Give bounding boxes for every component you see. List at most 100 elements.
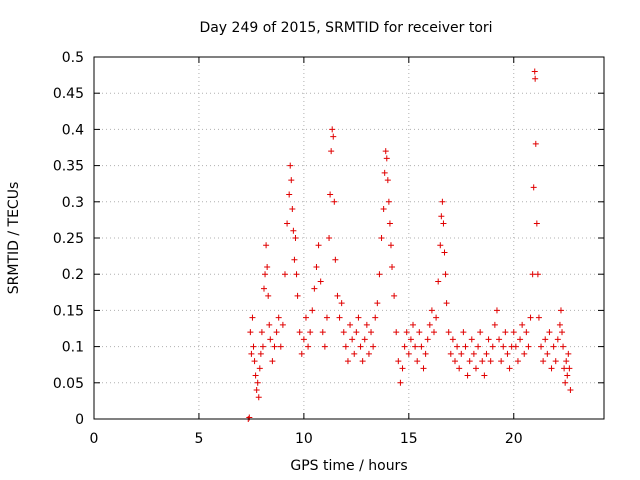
data-point — [493, 307, 500, 314]
data-point — [311, 285, 318, 292]
axis-ticks: 0 0.05 0.1 0.15 0.2 0.25 0.3 0.35 0.4 0.45 0.5 0 5 10… — [53, 50, 604, 447]
data-point — [462, 343, 469, 350]
data-point — [534, 271, 541, 278]
data-point — [256, 365, 263, 372]
data-point — [307, 329, 314, 336]
data-point — [567, 387, 574, 394]
data-point — [365, 350, 372, 357]
data-point — [566, 365, 573, 372]
data-point — [491, 321, 498, 328]
data-point — [326, 235, 333, 241]
data-point — [332, 256, 339, 263]
data-point — [563, 358, 570, 365]
data-point — [329, 126, 336, 133]
data-point — [338, 300, 345, 307]
data-point — [279, 321, 286, 328]
grid-lines — [94, 57, 604, 419]
data-point — [440, 220, 447, 227]
data-point — [296, 329, 303, 336]
data-point — [514, 358, 521, 365]
data-point — [525, 343, 532, 350]
data-point — [517, 336, 524, 343]
data-point — [438, 213, 445, 220]
x-tick-label: 5 — [194, 431, 203, 447]
data-point — [251, 358, 258, 365]
data-point — [454, 343, 461, 350]
data-point — [323, 314, 330, 321]
data-point — [319, 329, 326, 336]
data-point — [512, 343, 519, 350]
data-point — [458, 350, 465, 357]
data-point — [331, 198, 338, 205]
data-point — [344, 358, 351, 365]
data-point — [556, 321, 563, 328]
data-point — [248, 350, 255, 357]
data-point — [380, 206, 387, 213]
data-point — [435, 278, 442, 285]
data-point — [542, 336, 549, 343]
data-point — [428, 307, 435, 314]
data-point — [254, 379, 261, 386]
data-point — [466, 358, 473, 365]
data-point — [353, 329, 360, 336]
data-point — [263, 242, 270, 249]
data-point — [275, 314, 282, 321]
y-axis-label: SRMTID / TECUs — [6, 182, 22, 295]
data-point — [533, 220, 540, 227]
data-point — [382, 148, 389, 155]
data-point — [530, 184, 537, 191]
data-point — [472, 365, 479, 372]
data-point — [376, 271, 383, 278]
data-point — [383, 155, 390, 162]
data-point — [389, 263, 396, 270]
data-point — [277, 343, 284, 350]
data-point — [410, 321, 417, 328]
data-point — [294, 292, 301, 299]
data-point — [370, 343, 377, 350]
data-point — [532, 75, 539, 82]
data-point — [496, 336, 503, 343]
data-point — [355, 314, 362, 321]
data-point — [259, 343, 266, 350]
data-point — [286, 191, 293, 198]
data-point — [261, 285, 267, 292]
chart-title: Day 249 of 2015, SRMTID for receiver tor… — [199, 20, 492, 36]
y-tick-label: 0.3 — [62, 195, 84, 211]
data-point — [552, 358, 559, 365]
data-point — [546, 329, 553, 336]
data-point — [562, 379, 569, 386]
data-point — [359, 358, 366, 365]
data-point — [269, 358, 276, 365]
data-point — [387, 242, 394, 249]
data-point — [284, 220, 291, 227]
data-point — [531, 68, 538, 75]
data-point — [420, 365, 427, 372]
data-point — [460, 329, 467, 336]
data-point — [565, 350, 572, 357]
data-point — [441, 249, 448, 256]
data-point — [293, 271, 300, 278]
data-point — [422, 350, 429, 357]
data-point — [300, 336, 307, 343]
data-point — [487, 358, 494, 365]
data-point — [548, 365, 555, 372]
data-point — [305, 343, 312, 350]
data-point — [374, 300, 381, 307]
x-axis-label: GPS time / hours — [290, 458, 407, 474]
data-point — [477, 329, 484, 336]
data-point — [535, 314, 542, 321]
data-point — [559, 329, 566, 336]
data-point — [443, 300, 450, 307]
data-point — [506, 365, 513, 372]
data-point — [273, 329, 280, 336]
data-point — [378, 235, 385, 241]
data-point — [309, 307, 316, 314]
data-point — [399, 365, 406, 372]
data-point — [449, 336, 456, 343]
data-point — [334, 292, 341, 299]
data-point — [523, 329, 530, 336]
y-tick-label: 0.1 — [62, 340, 84, 356]
data-point — [349, 336, 356, 343]
data-point — [401, 343, 408, 350]
